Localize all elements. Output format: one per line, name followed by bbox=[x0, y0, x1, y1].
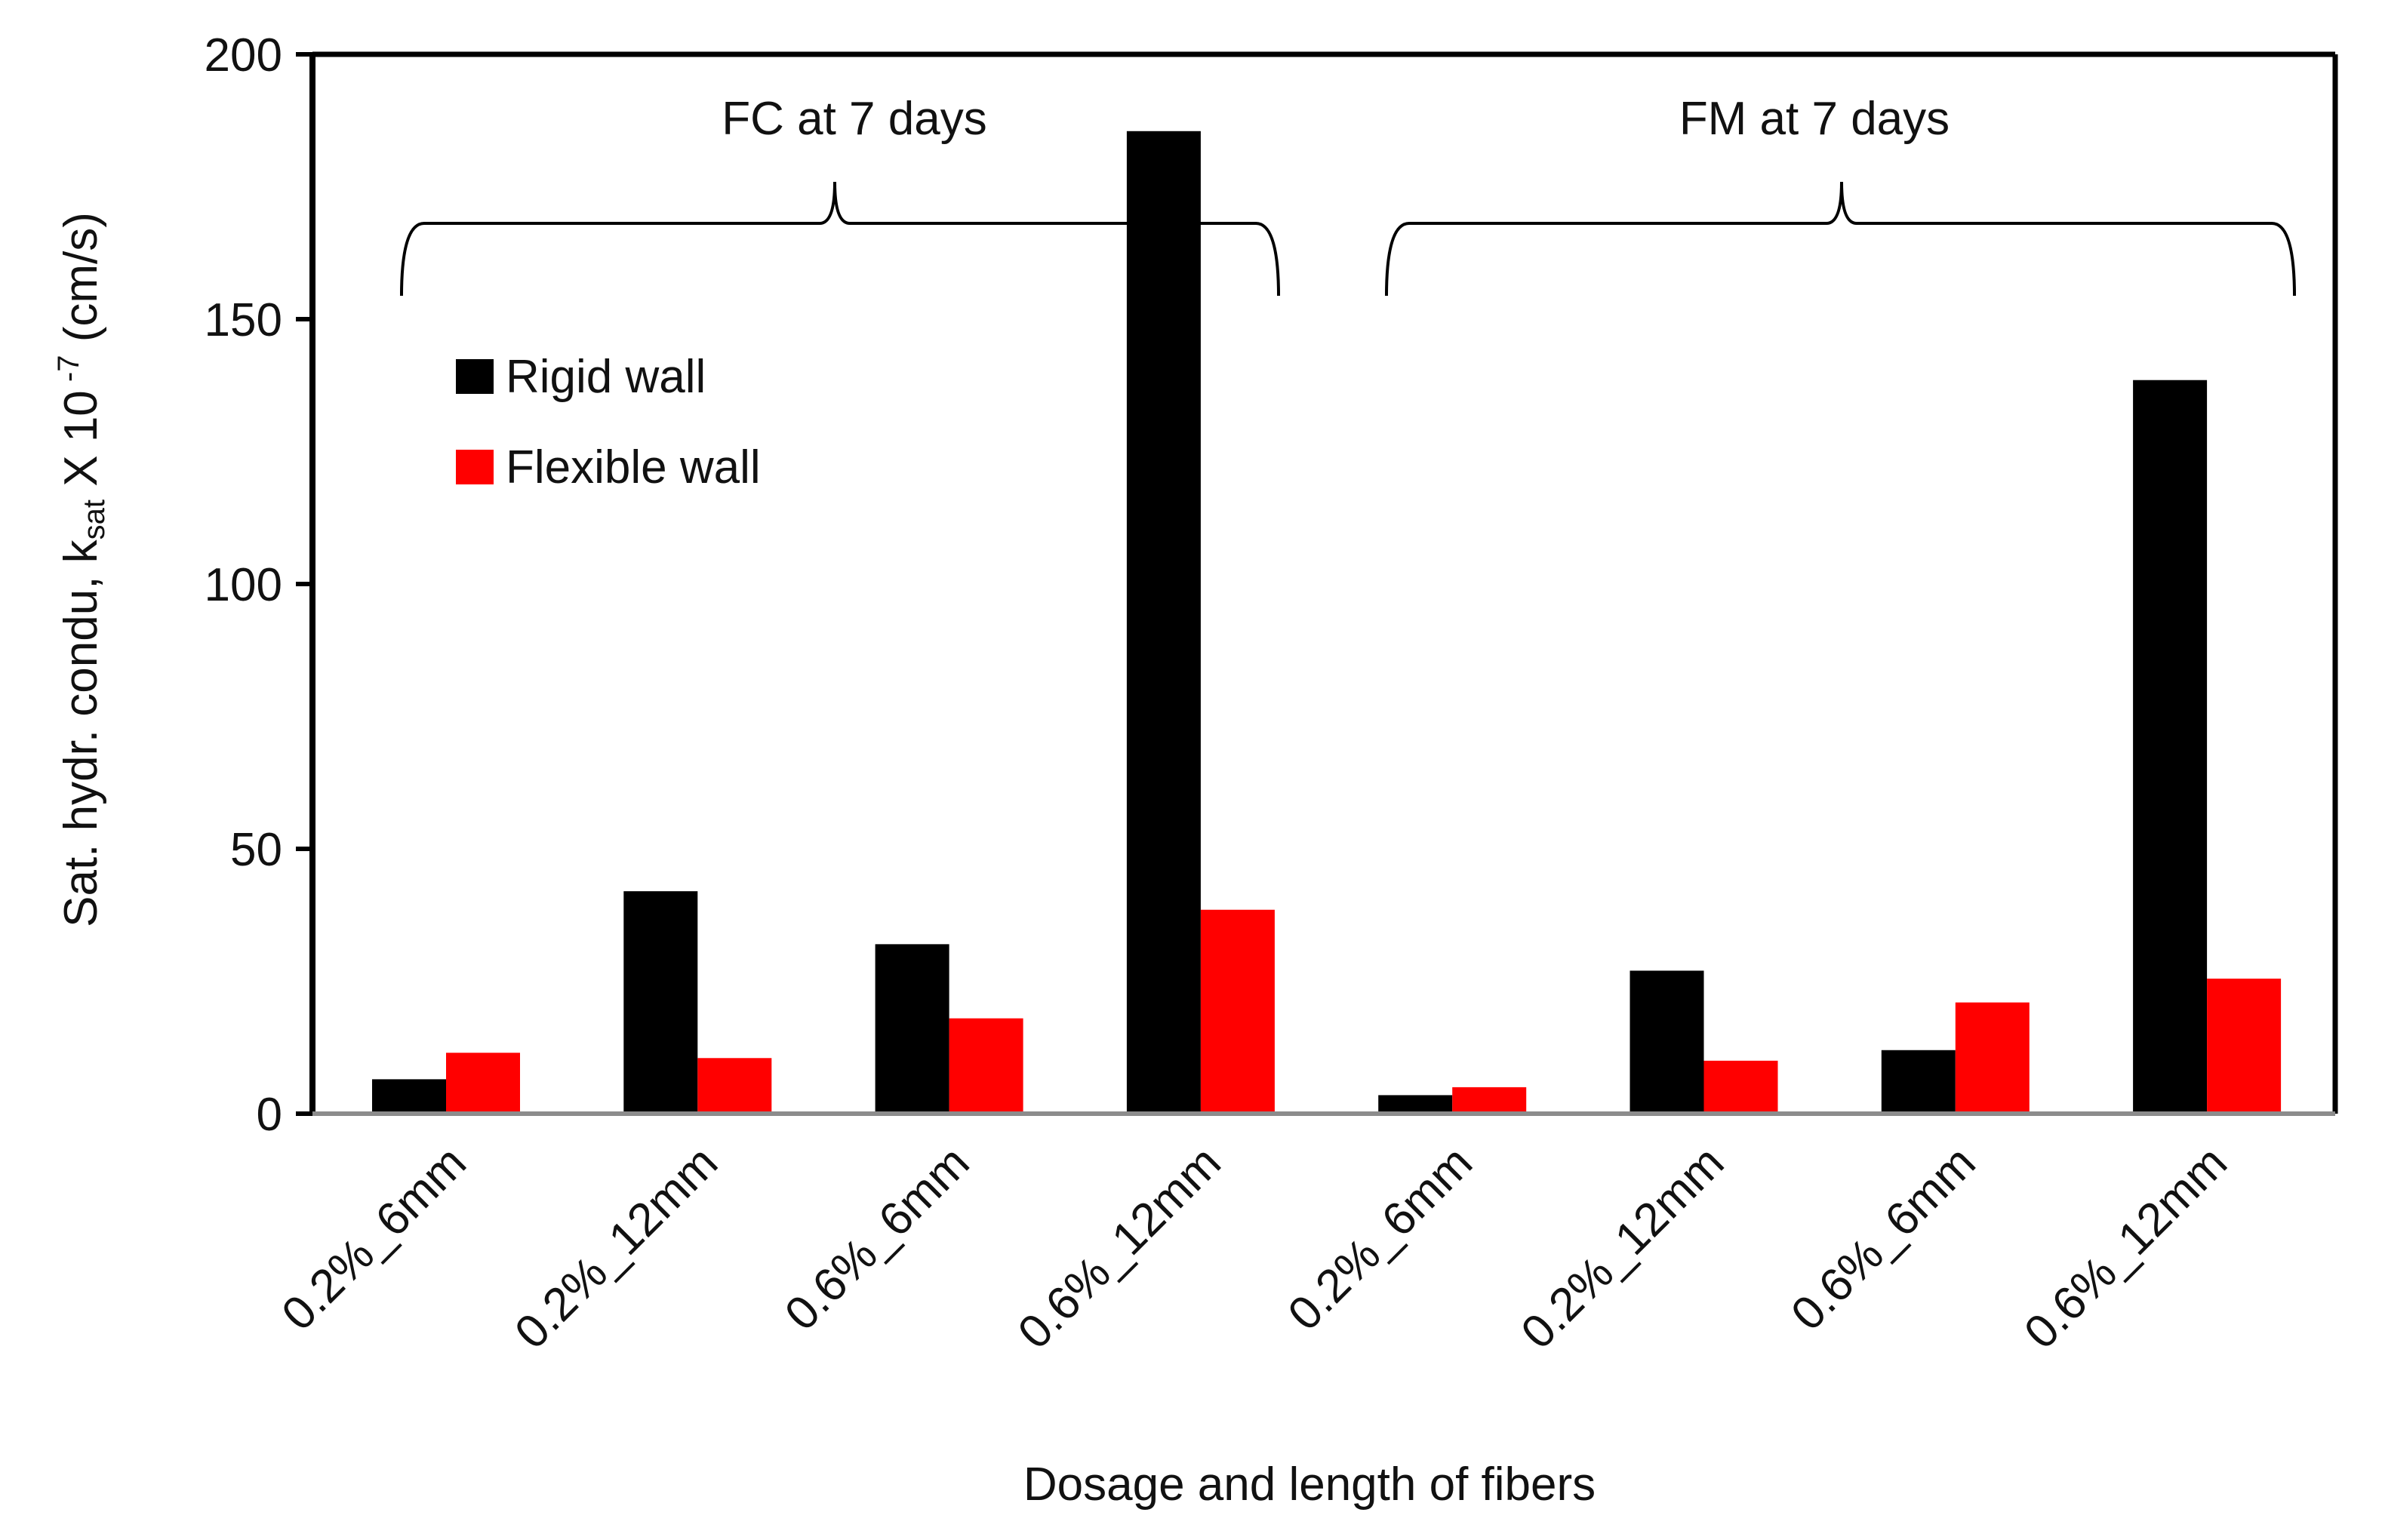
y-axis-title-subscript: sat bbox=[78, 500, 111, 539]
bar-flexible-2 bbox=[697, 1058, 772, 1114]
y-tick-label-150: 150 bbox=[205, 294, 282, 346]
group-brace-2 bbox=[1385, 181, 2296, 297]
legend-swatch-flexible bbox=[456, 450, 494, 484]
y-tick-label-100: 100 bbox=[205, 559, 282, 611]
bar-rigid-4 bbox=[1126, 131, 1201, 1114]
bar-rigid-8 bbox=[2133, 380, 2208, 1114]
category-label-5: 0.2%_6mm bbox=[1279, 1136, 1483, 1341]
ticks-layer: 0 50 100 150 200 bbox=[205, 29, 312, 1141]
y-axis-title-suffix: (cm/s) bbox=[55, 212, 107, 355]
group-brace-1 bbox=[400, 181, 1280, 297]
category-label-1: 0.2%_6mm bbox=[272, 1136, 476, 1341]
category-labels: 0.2%_6mm 0.2%_12mm 0.6%_6mm 0.6%_12mm 0.2%_6… bbox=[272, 1136, 2237, 1359]
y-tick-label-0: 0 bbox=[257, 1089, 282, 1141]
bar-rigid-5 bbox=[1378, 1095, 1453, 1114]
legend-label-rigid: Rigid wall bbox=[506, 351, 706, 403]
y-axis-title-middle: X 10 bbox=[55, 390, 107, 500]
legend-label-flexible: Flexible wall bbox=[506, 441, 761, 493]
group-label-2: FM at 7 days bbox=[1679, 93, 1950, 145]
bar-rigid-1 bbox=[372, 1079, 446, 1114]
bar-flexible-4 bbox=[1200, 909, 1275, 1114]
category-label-7: 0.6%_6mm bbox=[1781, 1136, 1986, 1341]
legend: Rigid wall Flexible wall bbox=[456, 351, 761, 493]
category-label-4: 0.6%_12mm bbox=[1008, 1136, 1231, 1359]
bar-flexible-5 bbox=[1452, 1087, 1527, 1114]
bar-flexible-3 bbox=[949, 1018, 1023, 1114]
y-axis-title-prefix: Sat. hydr. condu, k bbox=[55, 539, 107, 927]
bar-rigid-7 bbox=[1881, 1050, 1956, 1114]
bar-flexible-8 bbox=[2207, 978, 2282, 1114]
x-axis-title: Dosage and length of fibers bbox=[1023, 1459, 1596, 1511]
bar-rigid-2 bbox=[623, 891, 698, 1114]
bar-flexible-7 bbox=[1955, 1002, 2030, 1114]
group-annotations: FC at 7 days FM at 7 days bbox=[400, 93, 2296, 297]
bar-flexible-1 bbox=[446, 1053, 520, 1114]
category-label-6: 0.2%_12mm bbox=[1511, 1136, 1734, 1359]
bar-rigid-6 bbox=[1630, 970, 1704, 1114]
y-axis-title-superscript: -7 bbox=[52, 355, 85, 391]
y-tick-label-50: 50 bbox=[230, 824, 282, 876]
bars-layer bbox=[372, 131, 2282, 1114]
legend-swatch-rigid bbox=[456, 359, 494, 394]
category-label-8: 0.6%_12mm bbox=[2014, 1136, 2237, 1359]
y-tick-label-200: 200 bbox=[205, 29, 282, 81]
y-axis-title: Sat. hydr. condu, ksat X 10 -7 (cm/s) bbox=[52, 212, 111, 927]
bar-flexible-6 bbox=[1703, 1060, 1778, 1114]
axes-layer bbox=[309, 51, 2338, 1116]
group-label-1: FC at 7 days bbox=[722, 93, 986, 145]
bar-rigid-3 bbox=[875, 944, 949, 1114]
category-label-3: 0.6%_6mm bbox=[775, 1136, 980, 1341]
category-label-2: 0.2%_12mm bbox=[505, 1136, 728, 1359]
